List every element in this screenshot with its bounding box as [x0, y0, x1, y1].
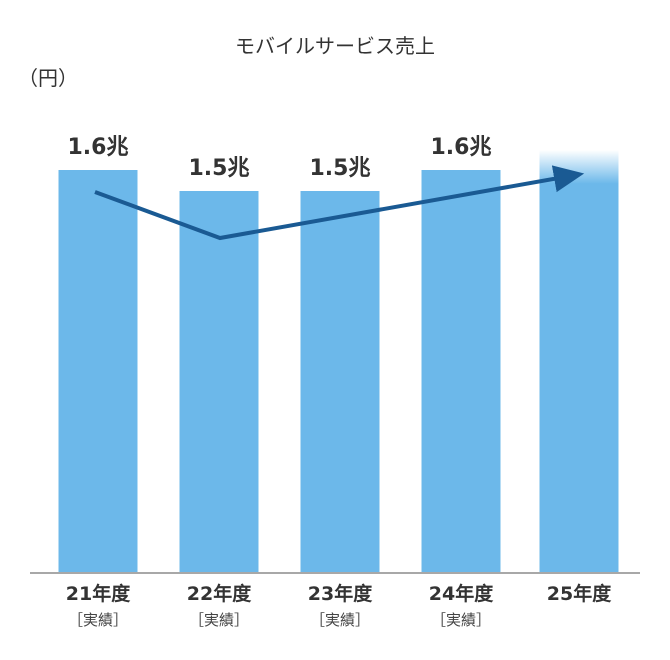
category-label: 23年度: [308, 582, 373, 605]
category-sublabel: ［実績］: [310, 611, 370, 629]
category-sublabel: ［実績］: [189, 611, 249, 629]
value-label: 1.5兆: [189, 156, 250, 181]
category-label: 22年度: [187, 582, 252, 605]
unit-label: （円）: [18, 66, 78, 90]
bar-24年度: [421, 170, 501, 572]
trend-arrow: [94, 165, 585, 241]
category-sublabel: ［実績］: [68, 611, 128, 629]
category-label: 21年度: [66, 582, 131, 605]
value-label: 1.6兆: [431, 135, 492, 160]
bar-23年度: [300, 191, 380, 572]
value-label: 1.6兆: [68, 135, 129, 160]
bar-25年度-forecast: [539, 150, 619, 572]
bar-21年度: [58, 170, 138, 572]
category-label: 25年度: [547, 582, 612, 605]
category-label: 24年度: [429, 582, 494, 605]
value-label: 1.5兆: [310, 156, 371, 181]
bar-22年度: [179, 191, 259, 572]
category-sublabel: ［実績］: [431, 611, 491, 629]
chart-title: モバイルサービス売上: [235, 34, 435, 58]
